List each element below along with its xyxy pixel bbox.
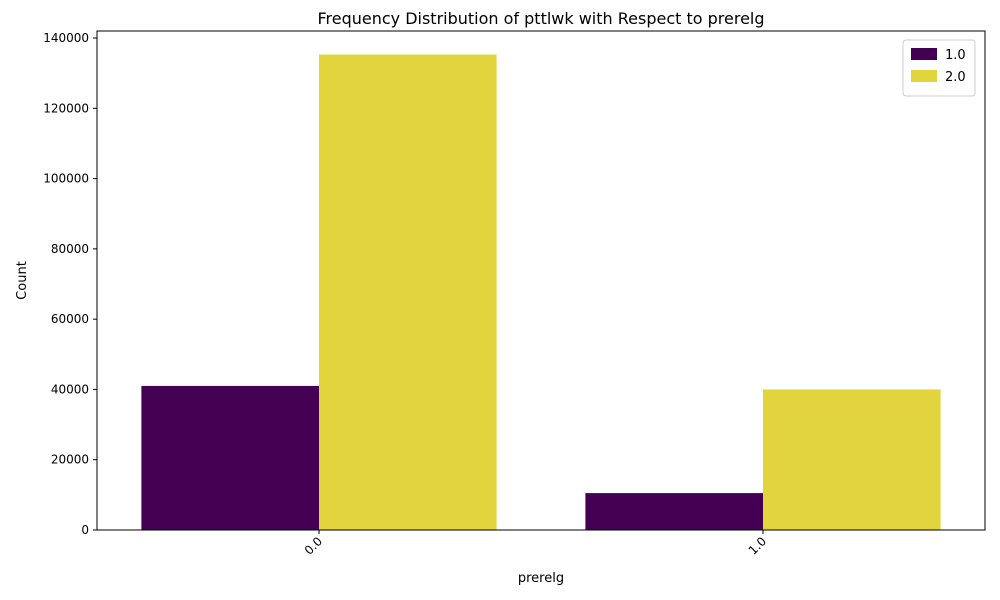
chart-title: Frequency Distribution of pttlwk with Re… — [317, 9, 764, 28]
bar-series-2-cat-2 — [763, 389, 941, 530]
y-tick-label: 0 — [81, 523, 89, 537]
plot-frame — [96, 30, 986, 531]
legend-swatch-2[interactable] — [911, 70, 937, 82]
x-axis: 0.0 1.0 — [302, 530, 769, 558]
y-tick-label: 20000 — [51, 453, 89, 467]
y-axis: 0 20000 40000 60000 80000 100000 120000 140000 — [43, 31, 97, 537]
bar-series-1-cat-2 — [585, 493, 763, 530]
y-tick-label: 60000 — [51, 312, 89, 326]
bar-series-1-cat-1 — [141, 385, 319, 530]
y-tick-label: 80000 — [51, 242, 89, 256]
legend[interactable]: 1.02.0 — [902, 39, 976, 97]
x-axis-label: prerelg — [518, 571, 564, 586]
x-tick-label: 1.0 — [746, 534, 769, 557]
legend-swatch-1[interactable] — [911, 48, 937, 60]
legend-label-2: 2.0 — [945, 70, 966, 85]
y-axis-label: Count — [15, 261, 30, 300]
y-tick-label: 40000 — [51, 382, 89, 396]
bar-series-2-cat-1 — [319, 54, 497, 530]
y-tick-label: 140000 — [43, 31, 89, 45]
y-tick-label: 100000 — [43, 172, 89, 186]
y-tick-label: 120000 — [43, 101, 89, 115]
bars-group — [141, 54, 941, 530]
legend-label-1: 1.0 — [945, 48, 966, 63]
x-tick-label: 0.0 — [302, 534, 325, 557]
